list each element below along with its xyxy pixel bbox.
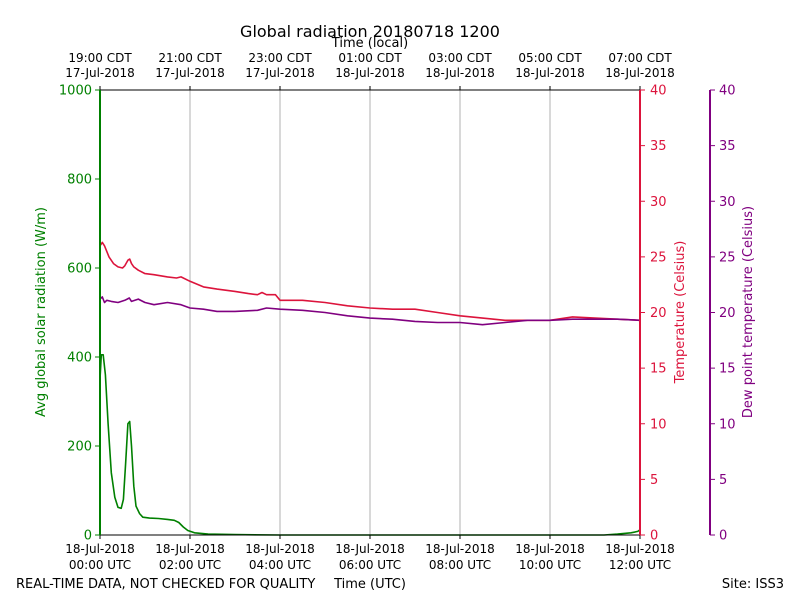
- axis-ticks: 18-Jul-2018 00:00 UTC 18-Jul-2018 02:00 UTC…: [59, 51, 736, 572]
- dew-point-line: [99, 296, 641, 326]
- temperature-tick-label: 25: [650, 250, 667, 265]
- top-tick-label-time: 21:00 CDT: [158, 51, 222, 65]
- x-tick-label-date: 18-Jul-2018: [155, 542, 225, 556]
- top-tick-label-date: 17-Jul-2018: [155, 66, 225, 80]
- dewpoint-tick-label: 10: [719, 417, 736, 432]
- top-axis-label: Time (local): [331, 36, 408, 51]
- x-tick-label-date: 18-Jul-2018: [515, 542, 585, 556]
- radiation-tick-label: 1000: [59, 84, 92, 99]
- x-tick-label-time: 10:00 UTC: [519, 558, 581, 572]
- x-tick-label-date: 18-Jul-2018: [605, 542, 675, 556]
- site-label: Site: ISS3: [722, 577, 784, 592]
- radiation-tick-label: 600: [67, 262, 92, 277]
- x-tick-label-time: 02:00 UTC: [159, 558, 221, 572]
- dewpoint-axis-label: Dew point temperature (Celsius): [741, 206, 756, 418]
- top-tick-label-date: 18-Jul-2018: [605, 66, 675, 80]
- top-tick-label-date: 18-Jul-2018: [335, 66, 405, 80]
- gridlines: [189, 90, 551, 535]
- radiation-tick-label: 400: [67, 351, 92, 366]
- radiation-tick-label: 0: [84, 529, 92, 544]
- dewpoint-tick-label: 40: [719, 84, 736, 99]
- radiation-tick-label: 200: [67, 440, 92, 455]
- top-tick-label-date: 17-Jul-2018: [245, 66, 315, 80]
- top-tick-label-time: 03:00 CDT: [428, 51, 492, 65]
- x-tick-label-time: 08:00 UTC: [429, 558, 491, 572]
- top-tick-label-time: 07:00 CDT: [608, 51, 672, 65]
- temperature-axis-label: Temperature (Celsius): [673, 241, 688, 385]
- temperature-tick-label: 30: [650, 195, 667, 210]
- temperature-tick-label: 40: [650, 84, 667, 99]
- chart-title: Global radiation 20180718 1200: [240, 22, 500, 41]
- temperature-line: [99, 241, 641, 322]
- top-tick-label-time: 19:00 CDT: [68, 51, 132, 65]
- dewpoint-tick-label: 35: [719, 139, 736, 154]
- dewpoint-tick-label: 0: [719, 529, 727, 544]
- x-tick-label-time: 12:00 UTC: [609, 558, 671, 572]
- temperature-tick-label: 35: [650, 139, 667, 154]
- x-tick-label-time: 06:00 UTC: [339, 558, 401, 572]
- temperature-tick-label: 10: [650, 417, 667, 432]
- bottom-axis-label: Time (UTC): [333, 577, 406, 592]
- x-tick-label-date: 18-Jul-2018: [65, 542, 135, 556]
- top-tick-label-date: 17-Jul-2018: [65, 66, 135, 80]
- temperature-tick-label: 20: [650, 306, 667, 321]
- temperature-tick-label: 15: [650, 362, 667, 377]
- dewpoint-tick-label: 30: [719, 195, 736, 210]
- x-tick-label-date: 18-Jul-2018: [245, 542, 315, 556]
- dewpoint-tick-label: 5: [719, 473, 727, 488]
- radiation-axis-label: Avg global solar radiation (W/m): [34, 207, 49, 417]
- dewpoint-tick-label: 25: [719, 250, 736, 265]
- x-tick-label-time: 04:00 UTC: [249, 558, 311, 572]
- data-quality-note: REAL-TIME DATA, NOT CHECKED FOR QUALITY: [16, 577, 315, 592]
- top-tick-label-time: 23:00 CDT: [248, 51, 312, 65]
- dewpoint-tick-label: 15: [719, 362, 736, 377]
- top-tick-label-time: 05:00 CDT: [518, 51, 582, 65]
- x-tick-label-time: 00:00 UTC: [69, 558, 131, 572]
- top-tick-label-time: 01:00 CDT: [338, 51, 402, 65]
- temperature-tick-label: 5: [650, 473, 658, 488]
- temperature-tick-label: 0: [650, 529, 658, 544]
- x-tick-label-date: 18-Jul-2018: [425, 542, 495, 556]
- top-tick-label-date: 18-Jul-2018: [515, 66, 585, 80]
- x-tick-label-date: 18-Jul-2018: [335, 542, 405, 556]
- dewpoint-tick-label: 20: [719, 306, 736, 321]
- radiation-tick-label: 800: [67, 173, 92, 188]
- top-tick-label-date: 18-Jul-2018: [425, 66, 495, 80]
